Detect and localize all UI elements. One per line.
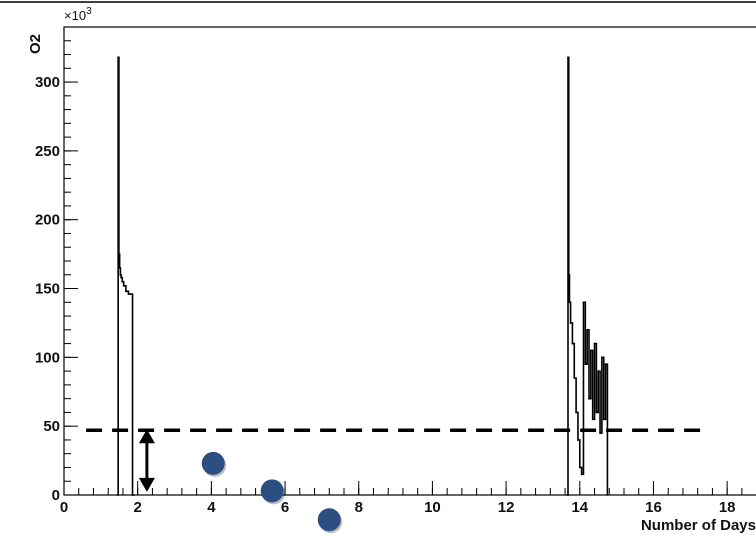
o2-point [595,411,598,414]
axis-ticks [63,26,743,496]
o2-point [573,377,576,379]
o2-point [604,363,607,366]
o2-point [130,293,132,295]
x-tick-label: 18 [719,499,736,516]
y-multiplier-base: ×10 [64,8,86,23]
o2-point [586,329,588,331]
o2-point [584,363,587,366]
o2-point [567,273,570,276]
marker-point [201,451,225,475]
range-arrow-head-down [138,477,155,492]
o2-point [599,432,601,434]
y-tick-label: 200 [35,212,60,229]
x-tick-label: 0 [60,499,68,516]
o2-point [117,56,119,59]
o2-point [577,439,579,441]
x-tick-label: 4 [207,499,216,516]
o2-point [588,397,590,400]
o2-point [593,342,596,345]
o2-point [575,411,577,414]
y-tick-label: 0 [52,487,60,504]
o2-point [568,301,571,304]
o2-point [122,284,125,287]
o2-point [567,56,569,59]
o2-point [582,301,585,304]
o2-point [590,349,592,352]
x-tick-labels: 0 2 4 6 8 10 12 14 16 18 [60,499,736,516]
x-tick-label: 6 [281,499,289,516]
o2-point [569,322,572,324]
o2-point [121,280,124,283]
o2-point [116,494,119,496]
y-tick-label: 250 [35,143,60,160]
o2-point [580,473,583,476]
o2-point [601,356,603,359]
y-tick-label: 50 [43,418,60,435]
o2-point [133,494,135,496]
y-tick-label: 100 [35,349,60,366]
o2-point [118,253,120,255]
y-tick-label: 150 [35,281,60,298]
x-tick-label: 10 [424,499,441,516]
x-tick-label: 16 [645,499,662,516]
x-tick-label: 8 [355,499,363,516]
annotations [138,429,155,492]
range-arrow-head-up [138,429,155,444]
o2-point [571,342,574,345]
o2-point [119,273,122,276]
o2-point [131,494,134,496]
y-tick-labels: 0 50 100 150 200 250 300 [35,74,60,504]
o2-point [578,466,581,469]
o2-point [125,290,127,293]
o2-point [591,418,594,421]
marker-point [260,479,284,503]
x-axis-title: Number of Days [641,517,756,534]
y-tick-label: 300 [35,74,60,91]
plot-frame [63,26,756,496]
o2-point [118,267,121,269]
o2-point [602,418,605,421]
y-multiplier-exp: 3 [86,6,92,17]
x-tick-label: 12 [498,499,515,516]
o2-point [120,276,122,279]
y-axis-title: O2 [27,34,44,54]
y-multiplier: ×103 [64,6,92,23]
o2-point [597,370,600,372]
series-layer [86,56,702,534]
o2-point [606,494,609,496]
x-tick-label: 2 [134,499,142,516]
x-tick-label: 14 [571,499,588,516]
o2-point [566,494,568,496]
o2-point [127,293,130,295]
marker-point [317,508,341,532]
